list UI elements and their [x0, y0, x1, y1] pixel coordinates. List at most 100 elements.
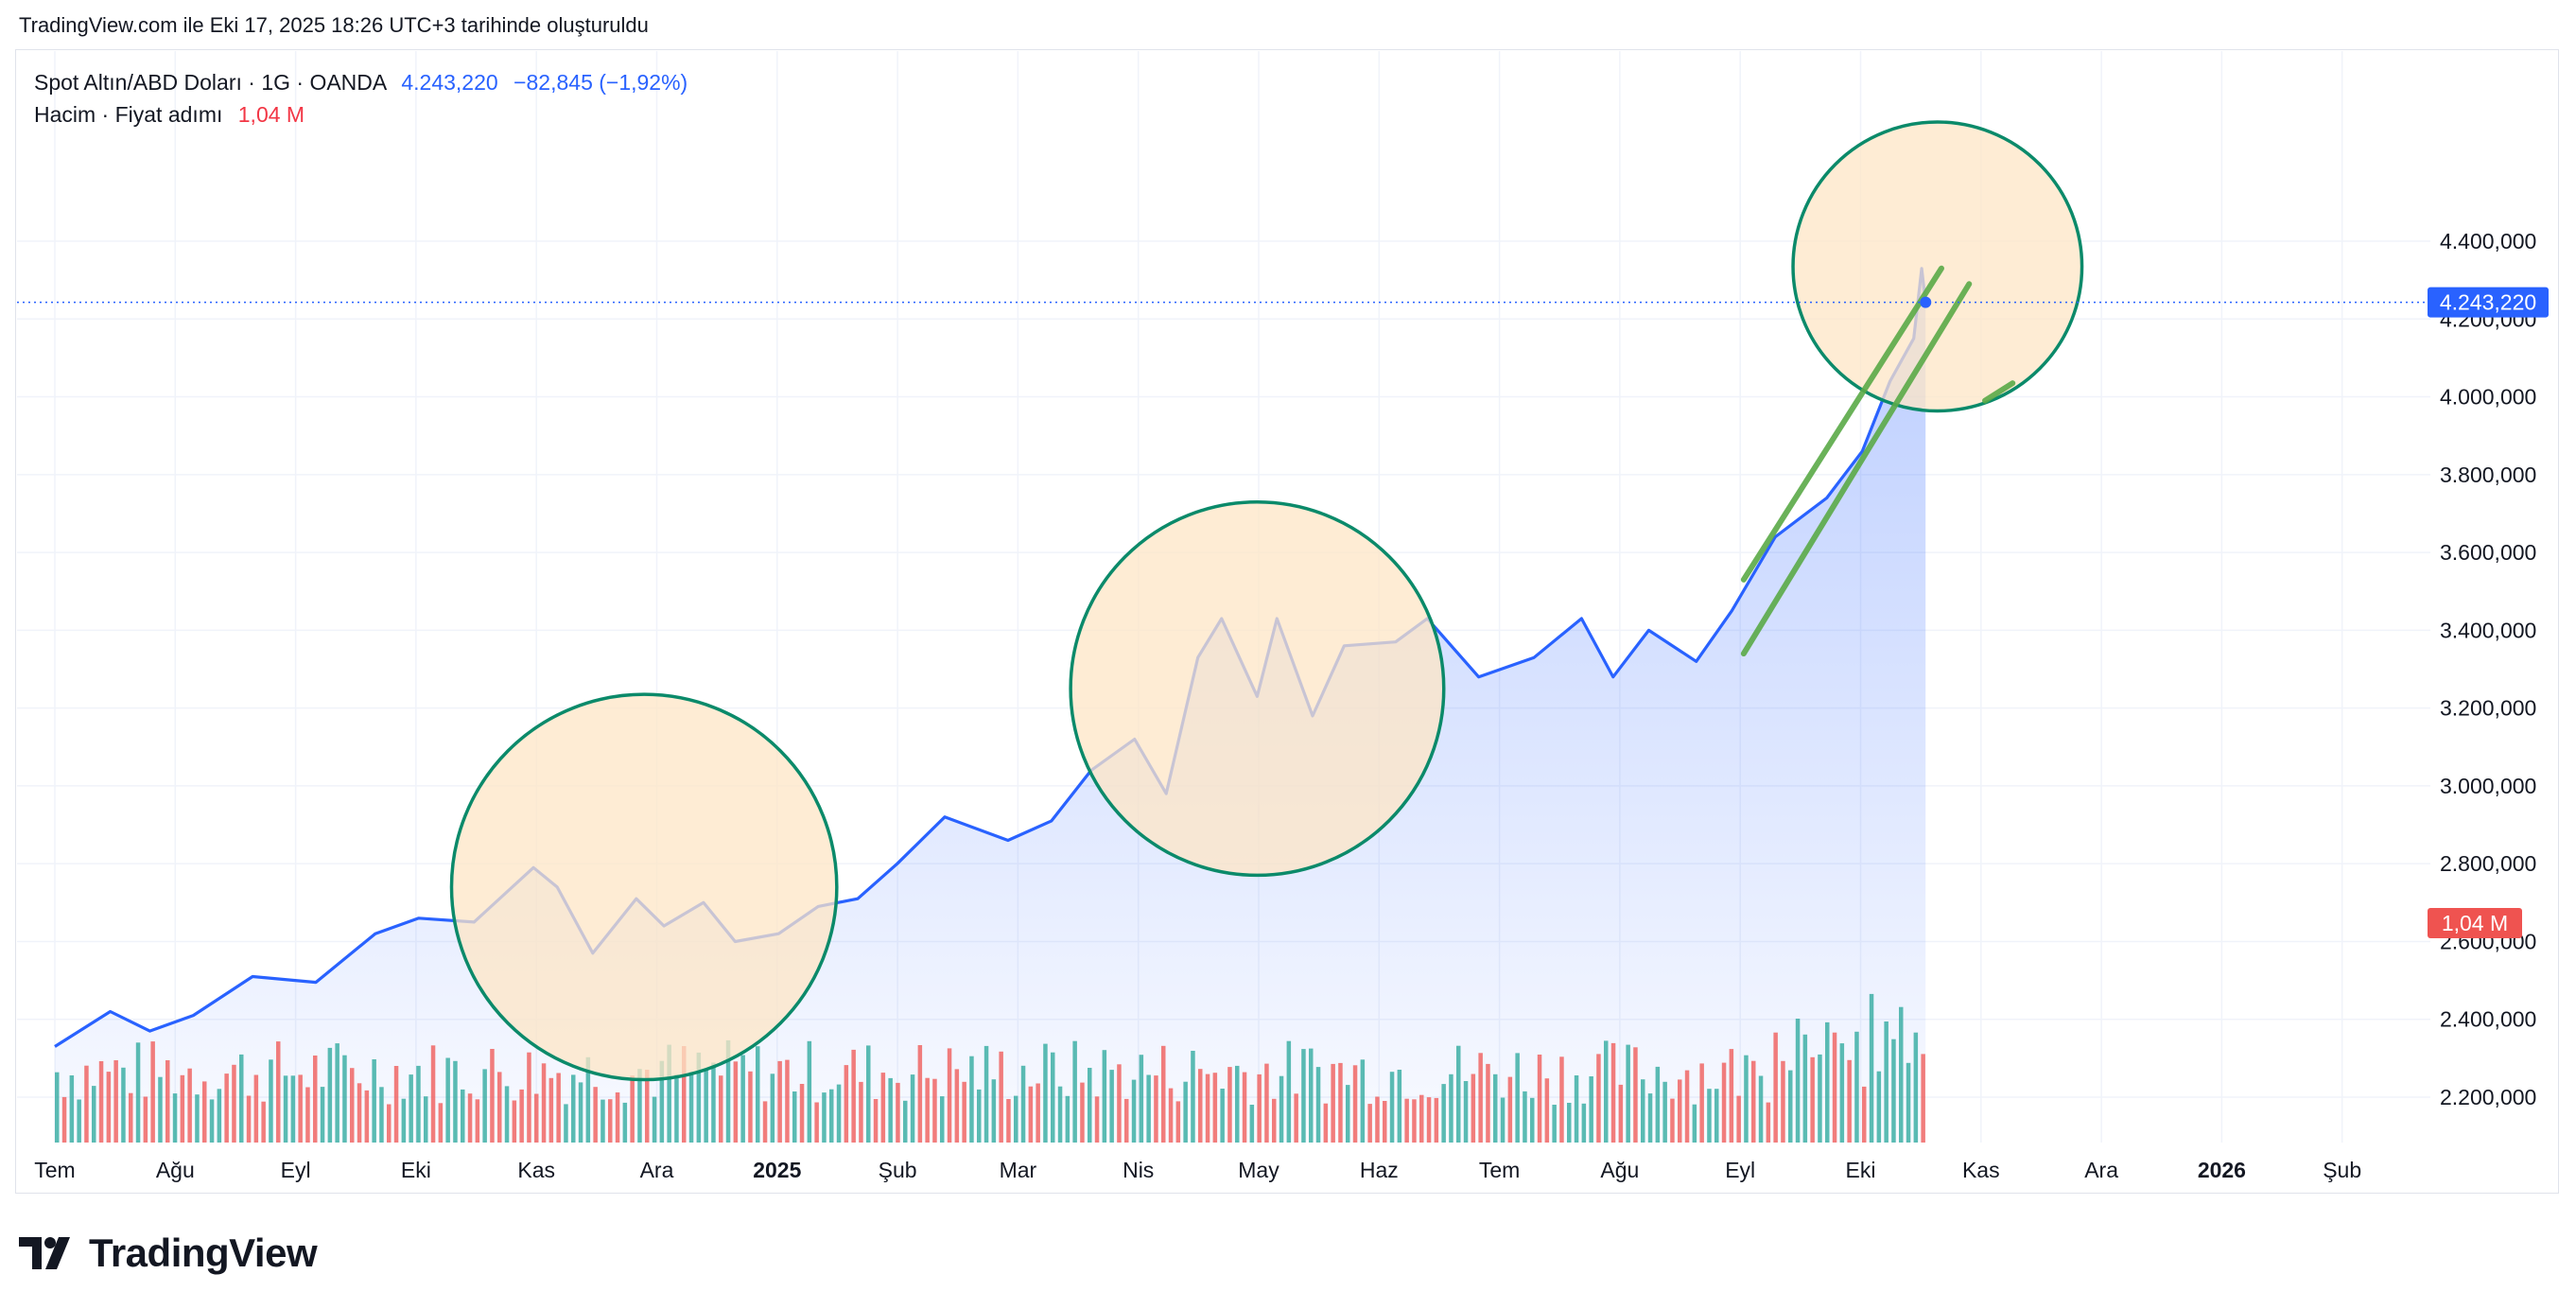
trend-line — [1740, 281, 1973, 657]
volume-bar — [84, 1065, 89, 1143]
volume-bar — [1383, 1101, 1387, 1143]
volume-bar — [1006, 1099, 1011, 1143]
volume-bar — [527, 1052, 531, 1143]
volume-bar — [785, 1059, 790, 1143]
volume-bar — [866, 1045, 871, 1143]
volume-bar — [1264, 1063, 1269, 1143]
volume-bar — [1360, 1059, 1366, 1143]
volume-bar — [1449, 1073, 1453, 1143]
volume-bar — [1323, 1103, 1329, 1143]
x-tick-label: Tem — [1479, 1158, 1520, 1182]
volume-bar — [1412, 1099, 1417, 1143]
volume-bar — [92, 1086, 96, 1143]
volume-bar — [283, 1075, 288, 1143]
volume-bar — [290, 1075, 296, 1143]
volume-bar — [630, 1075, 635, 1143]
volume-bar — [947, 1048, 952, 1143]
volume-bar — [756, 1046, 760, 1143]
y-tick-label: 3.400,000 — [2440, 618, 2536, 642]
volume-bar — [217, 1089, 222, 1143]
volume-bar — [1094, 1096, 1100, 1143]
volume-bar — [556, 1073, 561, 1143]
volume-bar — [276, 1041, 281, 1143]
volume-bar — [342, 1055, 347, 1143]
volume-bar — [1463, 1081, 1469, 1143]
volume-bar — [667, 1044, 671, 1143]
volume-legend-label[interactable]: Hacim · Fiyat adımı — [34, 102, 223, 127]
volume-bar — [387, 1104, 392, 1143]
volume-bar — [770, 1073, 775, 1143]
volume-bar — [1051, 1052, 1055, 1143]
volume-bar — [1088, 1068, 1092, 1143]
volume-bar — [1596, 1054, 1601, 1143]
volume-bar — [1124, 1098, 1129, 1143]
volume-bar — [585, 1056, 591, 1143]
volume-bar — [445, 1057, 450, 1143]
volume-bar — [261, 1101, 266, 1143]
volume-bar — [1117, 1064, 1122, 1143]
volume-bar — [195, 1094, 200, 1143]
volume-bar — [1884, 1021, 1888, 1143]
volume-bar — [851, 1049, 856, 1143]
volume-bar — [1758, 1075, 1764, 1143]
volume-bar — [1670, 1098, 1675, 1143]
volume-bar — [571, 1074, 576, 1143]
volume-bar — [1899, 1006, 1904, 1143]
volume-bar — [1647, 1093, 1653, 1143]
volume-bar — [1294, 1093, 1298, 1143]
volume-bar — [239, 1054, 244, 1143]
volume-bar — [548, 1077, 554, 1143]
x-tick-label: Haz — [1360, 1158, 1399, 1182]
volume-bar — [1810, 1056, 1815, 1143]
volume-bar — [416, 1065, 421, 1143]
volume-bar — [983, 1045, 989, 1143]
volume-bar — [1699, 1063, 1704, 1143]
volume-bar — [1574, 1075, 1579, 1143]
volume-bar — [940, 1096, 945, 1143]
volume-bar — [600, 1099, 605, 1143]
volume-bar — [1802, 1034, 1808, 1143]
volume-bar — [903, 1100, 908, 1143]
volume-bar — [1020, 1065, 1026, 1143]
volume-bar — [1080, 1082, 1085, 1143]
volume-bar — [1389, 1072, 1395, 1143]
volume-bar — [1175, 1101, 1181, 1143]
volume-bar — [645, 1070, 650, 1143]
volume-bar — [1109, 1070, 1114, 1143]
x-tick-label: Kas — [517, 1158, 555, 1182]
volume-bar — [1301, 1049, 1306, 1143]
volume-bar — [1493, 1073, 1498, 1143]
volume-bar — [438, 1103, 444, 1143]
x-tick-label: 2026 — [2198, 1158, 2246, 1182]
y-tick-label: 4.000,000 — [2440, 385, 2536, 410]
volume-bar — [335, 1043, 339, 1143]
volume-bar — [962, 1081, 966, 1143]
volume-bar — [1744, 1055, 1749, 1143]
x-tick-label: Eyl — [1725, 1158, 1755, 1182]
volume-bar — [1818, 1054, 1822, 1143]
volume-bar — [991, 1079, 997, 1143]
volume-bar — [1227, 1067, 1232, 1143]
chart-frame[interactable] — [15, 49, 2559, 1194]
volume-bar — [615, 1092, 620, 1143]
volume-bar — [1832, 1032, 1837, 1143]
volume-bar — [1419, 1094, 1424, 1143]
tradingview-logo[interactable]: TradingView — [19, 1230, 318, 1277]
last-price-badge-label: 4.243,220 — [2440, 290, 2536, 315]
volume-bar — [350, 1068, 355, 1143]
volume-bar — [1102, 1050, 1107, 1143]
volume-badge — [2428, 908, 2522, 938]
symbol-label[interactable]: Spot Altın/ABD Doları · 1G · OANDA — [34, 70, 386, 95]
volume-bar — [150, 1041, 155, 1143]
volume-bar — [1426, 1097, 1432, 1143]
volume-bar — [1235, 1065, 1240, 1143]
volume-bar — [696, 1052, 702, 1143]
volume-bar — [1486, 1063, 1490, 1143]
volume-bar — [269, 1059, 273, 1143]
y-tick-label: 4.400,000 — [2440, 229, 2536, 253]
volume-bar — [932, 1078, 937, 1143]
volume-bar — [1331, 1063, 1335, 1143]
volume-bar — [1869, 993, 1874, 1143]
volume-bar — [637, 1069, 642, 1143]
